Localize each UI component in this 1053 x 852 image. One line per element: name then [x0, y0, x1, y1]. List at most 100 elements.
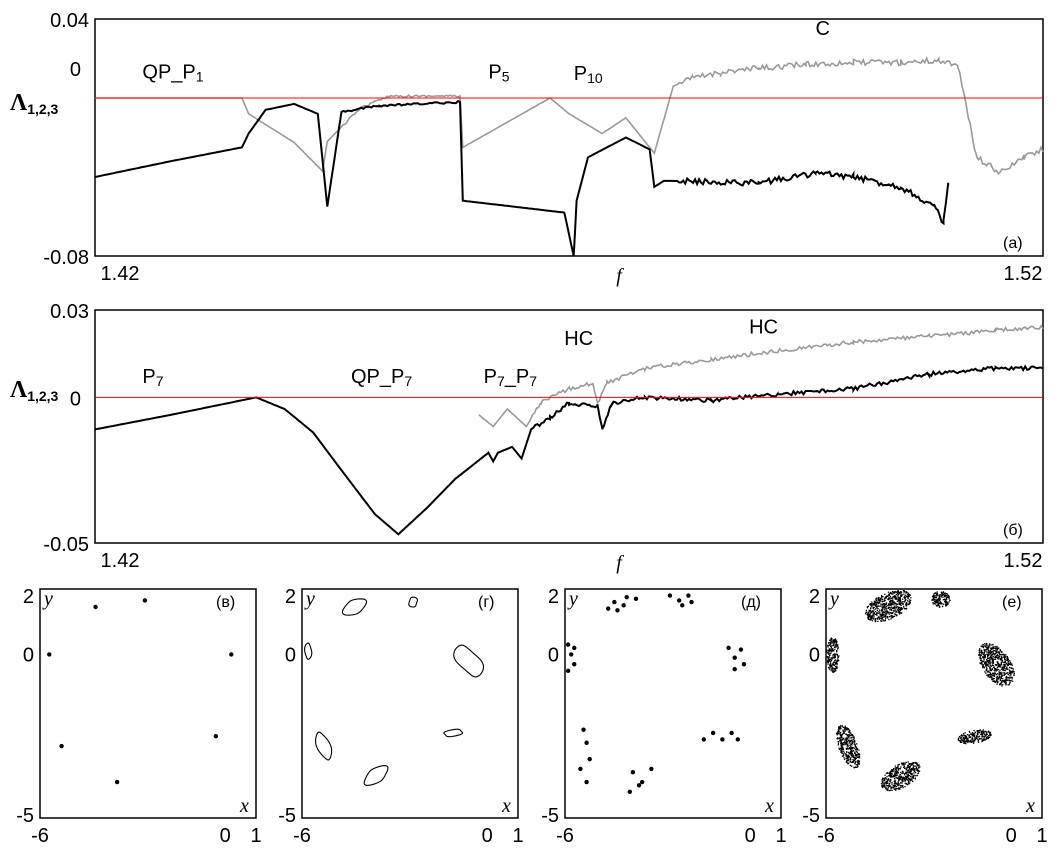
orbit-point	[581, 727, 586, 732]
attractor-point	[885, 596, 887, 598]
attractor-point	[947, 602, 949, 605]
attractor-point	[984, 730, 986, 733]
attractor-point	[1008, 677, 1010, 679]
attractor-point	[940, 591, 943, 593]
attractor-point	[888, 775, 890, 777]
attractor-point	[899, 777, 901, 779]
attractor-point	[899, 776, 902, 779]
plot-frame	[39, 588, 257, 819]
attractor-point	[855, 757, 857, 759]
attractor-point	[830, 659, 833, 662]
attractor-point	[891, 769, 894, 771]
attractor-point	[903, 591, 905, 593]
y-tick-label: 0	[70, 388, 81, 410]
attractor-point	[1000, 683, 1002, 686]
attractor-point	[982, 652, 984, 654]
attractor-point	[963, 742, 965, 744]
attractor-point	[987, 661, 989, 663]
attractor-point	[846, 751, 848, 753]
orbit-point	[624, 594, 629, 600]
attractor-point	[836, 660, 839, 662]
attractor-point	[900, 601, 902, 603]
regime-label: P5	[488, 61, 509, 84]
attractor-point	[1005, 654, 1007, 656]
attractor-point	[865, 611, 867, 613]
attractor-point	[914, 778, 916, 780]
attractor-point	[840, 727, 842, 730]
attractor-point	[947, 596, 950, 598]
attractor-point	[989, 661, 991, 663]
attractor-point	[892, 775, 895, 777]
attractor-point	[958, 739, 961, 742]
attractor-point	[837, 744, 839, 746]
attractor-point	[830, 660, 832, 663]
chaotic-region	[880, 761, 921, 792]
attractor-point	[988, 731, 990, 733]
attractor-point	[992, 672, 994, 674]
attractor-point	[893, 595, 895, 597]
attractor-point	[909, 779, 911, 781]
attractor-point	[830, 652, 832, 654]
attractor-point	[903, 605, 905, 607]
attractor-point	[830, 640, 832, 642]
y-tick-label: 0	[285, 644, 296, 666]
attractor-point	[834, 656, 836, 659]
attractor-point	[901, 762, 904, 765]
attractor-point	[995, 673, 997, 675]
attractor-point	[904, 597, 906, 599]
attractor-point	[993, 674, 995, 676]
attractor-point	[936, 594, 939, 596]
attractor-point	[892, 611, 894, 614]
attractor-point	[892, 591, 895, 593]
attractor-point	[908, 769, 910, 771]
attractor-point	[994, 668, 997, 671]
attractor-point	[855, 766, 858, 768]
attractor-point	[830, 665, 833, 668]
attractor-point	[893, 787, 895, 789]
attractor-point	[986, 670, 988, 672]
attractor-point	[981, 653, 983, 655]
attractor-point	[986, 731, 988, 733]
plot-frame	[94, 18, 1044, 257]
y-tick-label: 0	[70, 59, 81, 81]
attractor-point	[974, 739, 976, 741]
attractor-point	[842, 743, 844, 746]
attractor-point	[850, 748, 852, 750]
attractor-point	[971, 741, 973, 743]
attractor-point	[884, 777, 887, 779]
attractor-point	[983, 733, 986, 735]
attractor-point	[895, 768, 898, 770]
attractor-point	[985, 666, 988, 668]
attractor-point	[885, 602, 888, 604]
attractor-point	[844, 728, 846, 730]
attractor-point	[987, 736, 989, 738]
attractor-point	[1007, 679, 1009, 681]
attractor-point	[990, 657, 992, 659]
attractor-point	[889, 773, 891, 775]
attractor-point	[840, 736, 843, 738]
attractor-point	[905, 777, 907, 779]
attractor-point	[889, 771, 891, 773]
attractor-point	[827, 657, 829, 659]
attractor-point	[890, 593, 893, 595]
attractor-point	[854, 757, 856, 760]
attractor-point	[848, 729, 850, 731]
attractor-point	[850, 754, 852, 757]
attractor-point	[880, 620, 882, 622]
attractor-point	[960, 740, 962, 742]
attractor-point	[904, 596, 906, 598]
attractor-point	[915, 767, 917, 769]
attractor-point	[884, 603, 886, 605]
attractor-point	[829, 645, 832, 648]
attractor-point	[962, 737, 964, 740]
attractor-point	[847, 748, 849, 750]
attractor-point	[884, 609, 886, 611]
attractor-point	[946, 601, 948, 604]
attractor-point	[940, 601, 942, 604]
attractor-point	[883, 615, 885, 617]
attractor-point	[989, 671, 991, 673]
attractor-point	[946, 593, 948, 595]
attractor-point	[996, 683, 998, 685]
attractor-point	[1004, 680, 1006, 682]
